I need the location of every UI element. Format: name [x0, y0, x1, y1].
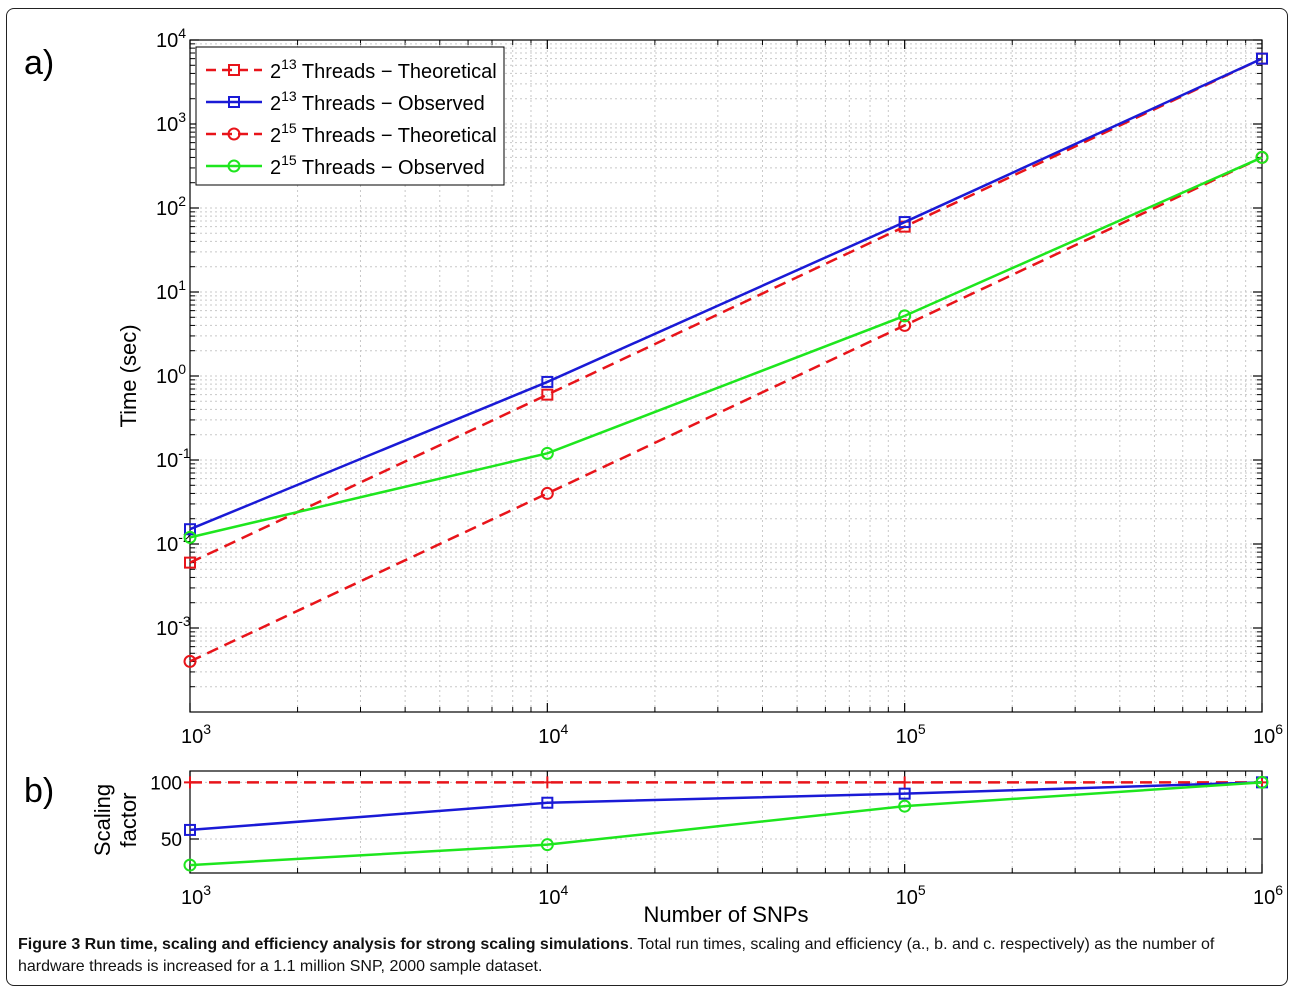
y-tick-label: 100 — [150, 773, 182, 794]
data-point — [183, 530, 197, 544]
data-point — [183, 654, 197, 668]
data-point — [540, 486, 554, 500]
x-tick-label: 105 — [896, 721, 926, 748]
legend-entry: 215 Threads − Theoretical — [270, 120, 497, 147]
figure-caption: Figure 3 Run time, scaling and efficienc… — [18, 934, 1280, 978]
legend-marker — [228, 96, 240, 108]
x-tick-label: 104 — [538, 882, 568, 909]
data-point — [184, 556, 196, 569]
data-point — [898, 216, 911, 229]
data-point — [183, 858, 197, 872]
series-line — [189, 156, 1263, 539]
legend-marker — [227, 127, 241, 141]
y-tick-label: 100 — [156, 361, 186, 388]
y-axis-label-a: Time (sec) — [116, 324, 141, 427]
data-point — [541, 776, 554, 789]
legend-entry: 213 Threads − Observed — [270, 88, 485, 115]
x-tick-label: 103 — [181, 882, 211, 909]
series-line — [189, 57, 1263, 564]
legend-entry: 215 Threads − Observed — [270, 152, 485, 179]
legend: 213 Threads − Theoretical 213 Threads − O… — [195, 46, 505, 186]
y-tick-label: 101 — [156, 277, 186, 304]
y-tick-label: 102 — [156, 193, 186, 220]
panel-b: 103 104 105 106 50 100 — [150, 770, 1283, 909]
x-tick-label: 103 — [181, 721, 211, 748]
x-axis-label: Number of SNPs — [643, 902, 808, 927]
caption-title: Figure 3 Run time, scaling and efficienc… — [18, 936, 629, 953]
series-line — [189, 781, 1263, 832]
chart-area: 103 104 105 10610-310-210-11001011021031041… — [90, 25, 1283, 927]
data-point — [898, 799, 912, 813]
panel-label-b: b) — [24, 772, 55, 810]
data-point — [540, 446, 554, 460]
x-tick-label: 106 — [1253, 721, 1283, 748]
x-tick-label: 105 — [896, 882, 926, 909]
data-point — [184, 523, 196, 536]
data-point — [1255, 775, 1269, 789]
series-b-2 — [183, 775, 1269, 872]
y-tick-label: 104 — [156, 25, 186, 52]
data-point — [541, 388, 554, 401]
axes-box-b — [189, 770, 1263, 874]
x-tick-label: 104 — [538, 721, 568, 748]
y-axis-label-b: Scalingfactor — [90, 784, 141, 856]
data-point — [1255, 150, 1269, 164]
legend-marker — [228, 64, 240, 76]
data-point — [541, 796, 554, 809]
data-point — [184, 776, 196, 789]
legend-entry: 213 Threads − Theoretical — [270, 56, 497, 83]
data-point — [540, 838, 554, 852]
series-a-3 — [183, 150, 1269, 544]
data-point — [541, 375, 554, 388]
y-tick-label: 50 — [161, 830, 182, 851]
legend-marker — [227, 159, 241, 173]
data-point — [898, 318, 912, 332]
y-tick-label: 10-1 — [156, 445, 191, 472]
data-point — [898, 787, 911, 800]
caption-text: . Total run times, scaling and efficienc… — [18, 936, 1215, 975]
data-point — [898, 309, 912, 323]
panel-label-a: a) — [24, 44, 55, 82]
x-tick-label: 106 — [1253, 882, 1283, 909]
data-point — [898, 776, 911, 789]
series-line — [189, 781, 1263, 867]
series-line — [189, 57, 1263, 531]
data-point — [1256, 52, 1268, 65]
y-tick-label: 10-3 — [156, 613, 191, 640]
y-tick-label: 103 — [156, 109, 186, 136]
series-line — [189, 156, 1263, 663]
data-point — [184, 823, 196, 836]
series-a-1 — [184, 52, 1268, 536]
